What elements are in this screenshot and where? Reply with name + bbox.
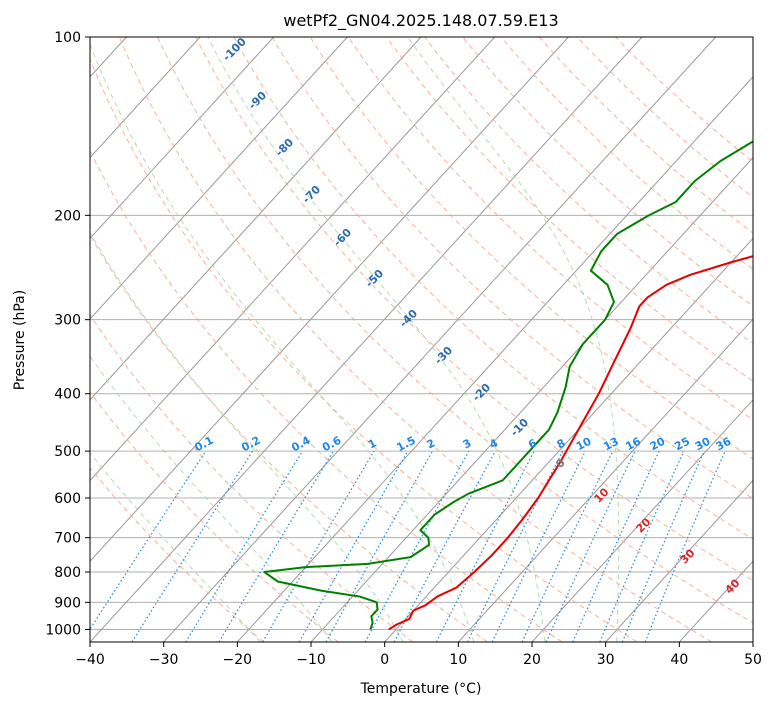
mixing-ratio-line (393, 450, 496, 642)
x-axis-ticks: −40 −30 −20 −10 0 10 20 30 40 50 (75, 642, 762, 668)
x-axis-label: Temperature (°C) (360, 681, 482, 697)
dry-adiabat-line (90, 58, 638, 642)
moist-adiabat-line (90, 231, 404, 642)
isotherm-line (90, 37, 275, 240)
isotherm-line (90, 37, 348, 320)
x-tick-label: 50 (744, 652, 762, 668)
dry-adiabat-line (90, 234, 488, 642)
dry-adiabat-line (90, 314, 414, 642)
dry-adiabat-line (233, 37, 753, 540)
x-tick-label: 20 (523, 652, 541, 668)
x-tick-label: −20 (223, 652, 253, 668)
y-tick-label: 800 (54, 565, 81, 581)
moist-adiabat-line (207, 37, 546, 642)
x-tick-label: 30 (597, 652, 615, 668)
plot-frame (89, 36, 754, 643)
x-tick-label: 0 (380, 652, 389, 668)
y-tick-label: 400 (54, 387, 81, 403)
chart-title: wetPf2_GN04.2025.148.07.59.E13 (283, 11, 558, 31)
x-tick-label: −40 (75, 652, 105, 668)
dry-adiabat-lines (90, 37, 753, 642)
mixing-ratio-line (599, 450, 685, 642)
mixing-ratio-label: 20 (648, 434, 668, 453)
isotherm-line (90, 37, 496, 482)
mixing-ratio-label: 10 (574, 434, 594, 453)
dry-adiabat-line (118, 37, 712, 642)
mixing-ratio-label: 16 (623, 435, 643, 454)
x-tick-label: −10 (296, 652, 326, 668)
mixing-ratio-line (572, 450, 660, 642)
isotherm-line (90, 37, 422, 401)
y-tick-label: 500 (54, 444, 81, 460)
y-axis-label: Pressure (hPa) (12, 290, 28, 390)
dry-adiabat-line (90, 467, 264, 642)
dewpoint-profile-line (263, 140, 753, 630)
y-tick-label: 600 (54, 491, 81, 507)
isotherm-line (90, 37, 569, 563)
isotherm-line (457, 318, 753, 642)
mixing-ratio-line (644, 450, 726, 642)
x-tick-label: −30 (149, 652, 179, 668)
y-tick-label: 100 (54, 30, 81, 46)
isotherm-line (605, 479, 753, 642)
moist-adiabat-line (90, 452, 261, 642)
dry-adiabat-line (90, 391, 339, 642)
y-tick-label: 300 (54, 313, 81, 329)
x-tick-label: 10 (449, 652, 467, 668)
profile-series (263, 140, 753, 631)
y-tick-label: 200 (54, 208, 81, 224)
dry-adiabat-line (271, 37, 753, 500)
mixing-ratio-label: 36 (714, 435, 734, 454)
isotherm-lines (90, 37, 753, 642)
mixing-ratio-line (185, 450, 304, 642)
x-tick-label: 40 (670, 652, 688, 668)
temperature-profile-line (388, 255, 753, 631)
isotherm-line (384, 237, 753, 642)
isotherm-line (163, 37, 717, 642)
moist-adiabat-line (90, 42, 475, 642)
y-tick-label: 700 (54, 531, 81, 547)
mixing-ratio-line (90, 450, 207, 631)
moist-adiabat-lines (90, 37, 620, 642)
dry-adiabat-line (90, 149, 563, 642)
y-axis-ticks: 1000 900 800 700 600 500 400 300 200 100 (45, 30, 90, 638)
dry-adiabat-line (157, 37, 753, 624)
mixing-ratio-line (364, 450, 470, 642)
mixing-ratio-line (131, 450, 254, 642)
mixing-ratio-label: 30 (693, 435, 713, 454)
mixing-ratio-line (621, 450, 705, 642)
isotherm-line (90, 37, 201, 159)
isotherm-line (90, 37, 643, 642)
dry-adiabat-line (424, 37, 753, 344)
dry-adiabat-line (195, 37, 753, 582)
mixing-ratio-label: 25 (672, 435, 692, 454)
isotherm-line (236, 76, 753, 642)
moist-adiabat-line (407, 37, 620, 642)
y-tick-label: 900 (54, 595, 81, 611)
isotherm-line (531, 399, 753, 642)
mixing-ratio-label: 13 (601, 435, 621, 454)
y-tick-label: 1000 (45, 622, 81, 638)
